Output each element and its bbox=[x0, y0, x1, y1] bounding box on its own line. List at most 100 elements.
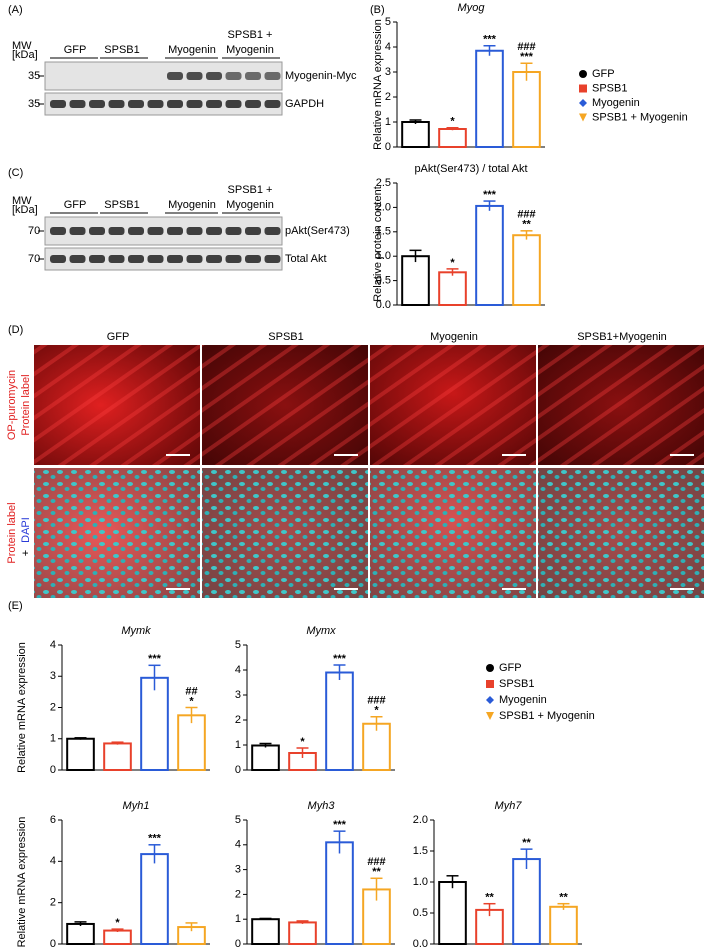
significance: *** bbox=[333, 819, 347, 831]
bar bbox=[288, 921, 317, 946]
row-label: OP-puromycin bbox=[6, 370, 18, 440]
row-label: Protein label bbox=[6, 502, 18, 563]
chart-title: pAkt(Ser473) / total Akt bbox=[414, 163, 527, 175]
significance: * bbox=[374, 705, 379, 717]
micrograph-nuclei bbox=[538, 468, 704, 598]
panel-label: (A) bbox=[8, 4, 23, 16]
blot-band bbox=[206, 227, 222, 235]
bar bbox=[251, 744, 280, 771]
significance: *** bbox=[520, 51, 534, 63]
y-tick-label: 1 bbox=[50, 733, 56, 745]
blot-band bbox=[225, 100, 242, 108]
mw-label: [kDa] bbox=[12, 49, 38, 61]
column-label: Myogenin bbox=[430, 331, 478, 343]
y-tick-label: 3 bbox=[50, 670, 56, 682]
blot-band bbox=[245, 72, 261, 80]
mw-label: [kDa] bbox=[12, 204, 38, 216]
significance: * bbox=[450, 116, 455, 128]
panel-label: (B) bbox=[370, 4, 385, 16]
bar bbox=[512, 858, 541, 945]
blot-label: Myogenin-Myc bbox=[285, 70, 357, 82]
column-label: SPSB1+Myogenin bbox=[577, 331, 667, 343]
blot-band bbox=[50, 100, 66, 108]
y-tick-label: 0 bbox=[385, 141, 391, 153]
legend-label: Myogenin bbox=[499, 694, 547, 706]
significance: * bbox=[300, 736, 305, 748]
legend-marker bbox=[486, 712, 494, 720]
group-label: GFP bbox=[64, 44, 87, 56]
micrograph-texture bbox=[202, 345, 368, 465]
mw-value: 70 bbox=[28, 253, 40, 265]
blot-band bbox=[225, 255, 242, 263]
y-tick-label: 2 bbox=[50, 897, 56, 909]
significance: ** bbox=[522, 837, 531, 849]
blot-band bbox=[167, 100, 183, 108]
legend-marker bbox=[486, 680, 494, 688]
significance: ** bbox=[485, 892, 494, 904]
bar bbox=[401, 121, 430, 148]
blot-band bbox=[225, 72, 242, 80]
y-tick-label: 1.0 bbox=[376, 250, 391, 262]
panel-label: (C) bbox=[8, 167, 23, 179]
bar bbox=[438, 128, 467, 148]
significance: *** bbox=[483, 34, 497, 46]
y-tick-label: 5 bbox=[385, 16, 391, 28]
group-label: Myogenin bbox=[168, 199, 216, 211]
mw-value: 70 bbox=[28, 225, 40, 237]
blot-band bbox=[147, 255, 164, 263]
blot-band bbox=[186, 255, 203, 263]
significance: ** bbox=[372, 866, 381, 878]
legend-label: Myogenin bbox=[592, 97, 640, 109]
legend-marker bbox=[579, 84, 587, 93]
significance: ### bbox=[517, 209, 535, 221]
bar bbox=[325, 841, 354, 946]
blot-band bbox=[167, 72, 183, 80]
group-label: SPSB1 + bbox=[228, 29, 273, 41]
group-label: Myogenin bbox=[226, 44, 274, 56]
blot-band bbox=[167, 255, 183, 263]
micrograph-nuclei bbox=[34, 468, 200, 598]
legend-label: GFP bbox=[592, 68, 615, 80]
legend-marker bbox=[486, 664, 494, 672]
y-axis-label: Relative mRNA expression bbox=[16, 642, 28, 773]
mw-label: MW bbox=[12, 195, 32, 207]
blot-band bbox=[50, 255, 66, 263]
bar bbox=[438, 271, 467, 306]
y-axis-label: Relative protein content bbox=[372, 186, 384, 302]
y-tick-label: 4 bbox=[385, 41, 391, 53]
group-label: Myogenin bbox=[168, 44, 216, 56]
legend-label: SPSB1 + Myogenin bbox=[499, 710, 595, 722]
y-tick-label: 0 bbox=[50, 938, 56, 949]
blot-band bbox=[108, 255, 125, 263]
legend-marker bbox=[579, 113, 587, 122]
chart-title: Myh1 bbox=[123, 800, 150, 812]
y-tick-label: 3 bbox=[385, 66, 391, 78]
panel-label: (E) bbox=[8, 600, 23, 612]
y-tick-label: 0 bbox=[235, 938, 241, 949]
blot-band bbox=[69, 255, 86, 263]
blot-band bbox=[147, 100, 164, 108]
blot-band bbox=[147, 227, 164, 235]
y-tick-label: 3 bbox=[235, 864, 241, 876]
y-tick-label: 2 bbox=[385, 91, 391, 103]
y-tick-label: 0.0 bbox=[413, 938, 428, 949]
mw-value: 35 bbox=[28, 70, 40, 82]
y-tick-label: 4 bbox=[235, 839, 241, 851]
mw-value: 35 bbox=[28, 98, 40, 110]
row-label: Protein label bbox=[20, 374, 32, 435]
column-label: GFP bbox=[107, 331, 130, 343]
y-tick-label: 5 bbox=[235, 639, 241, 651]
bar bbox=[512, 71, 541, 148]
bar bbox=[401, 255, 430, 307]
blot-band bbox=[167, 227, 183, 235]
micrograph-texture bbox=[538, 345, 704, 465]
bar bbox=[66, 922, 95, 945]
blot-band bbox=[89, 255, 105, 263]
micrograph-texture bbox=[34, 345, 200, 465]
significance: *** bbox=[333, 653, 347, 665]
bar bbox=[140, 853, 169, 945]
legend-marker bbox=[579, 99, 587, 107]
micrograph-texture bbox=[370, 345, 536, 465]
blot-band bbox=[50, 227, 66, 235]
